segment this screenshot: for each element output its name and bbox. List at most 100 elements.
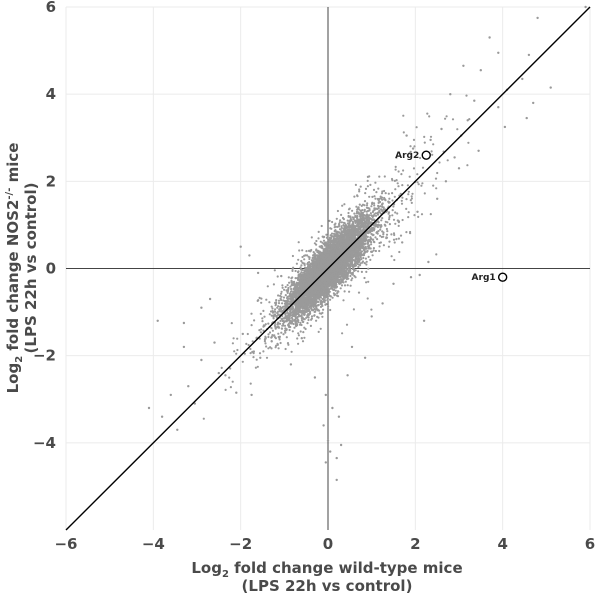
gene-point xyxy=(300,259,303,263)
gene-point xyxy=(279,341,282,345)
gene-point xyxy=(306,322,309,325)
gene-point xyxy=(388,216,391,219)
gene-point xyxy=(202,417,205,420)
gene-point xyxy=(444,117,447,120)
gene-point xyxy=(341,204,344,207)
gene-point xyxy=(281,284,284,287)
gene-point xyxy=(297,332,300,335)
gene-point xyxy=(370,243,373,246)
gene-point xyxy=(368,244,371,247)
gene-point xyxy=(337,280,340,283)
gene-point xyxy=(354,183,357,186)
gene-point xyxy=(302,331,305,334)
gene-point xyxy=(287,276,290,279)
gene-point xyxy=(319,240,322,243)
gene-point xyxy=(280,274,283,278)
gene-point xyxy=(280,290,283,293)
gene-point xyxy=(348,207,351,210)
gene-point xyxy=(360,258,363,261)
gene-point xyxy=(421,166,425,169)
gene-point xyxy=(281,324,284,327)
gene-point xyxy=(291,254,294,258)
gene-point xyxy=(420,184,423,187)
gene-point xyxy=(466,164,469,167)
gene-point xyxy=(364,214,367,217)
gene-point xyxy=(220,366,223,369)
gene-point xyxy=(265,345,268,348)
gene-point xyxy=(365,206,368,209)
gene-point xyxy=(382,235,385,238)
gene-point xyxy=(410,201,413,204)
gene-point xyxy=(407,190,410,193)
gene-point xyxy=(289,325,292,329)
gene-point xyxy=(358,203,361,206)
gene-point xyxy=(374,181,377,184)
gene-point xyxy=(278,338,281,341)
gene-point xyxy=(341,332,344,335)
gene-point xyxy=(416,181,419,184)
gene-point xyxy=(352,221,355,224)
gene-point xyxy=(298,249,301,252)
gene-point xyxy=(352,308,355,311)
gene-point xyxy=(400,199,403,202)
gene-point xyxy=(391,199,394,202)
gene-point xyxy=(337,225,340,228)
gene-point xyxy=(366,185,369,188)
gene-point xyxy=(365,260,368,263)
gene-point xyxy=(393,195,396,198)
gene-point xyxy=(372,188,376,191)
gene-point xyxy=(415,126,418,129)
gene-point xyxy=(395,238,398,241)
gene-point xyxy=(303,336,306,339)
gene-point xyxy=(260,297,263,300)
gene-point xyxy=(381,217,384,220)
gene-point xyxy=(315,319,318,322)
gene-point xyxy=(391,192,394,195)
gene-point xyxy=(270,305,273,308)
gene-point xyxy=(374,236,377,239)
gene-point xyxy=(407,216,410,219)
gene-point xyxy=(283,288,286,291)
gene-point xyxy=(363,251,366,254)
gene-point xyxy=(284,331,287,334)
gene-point xyxy=(405,198,408,201)
gene-point xyxy=(397,185,400,188)
gene-point xyxy=(356,257,359,261)
gene-point xyxy=(309,324,312,327)
gene-point xyxy=(303,318,306,321)
gene-point xyxy=(391,209,394,212)
gene-point xyxy=(365,235,368,238)
gene-point xyxy=(335,217,338,220)
gene-point xyxy=(369,247,372,250)
gene-point xyxy=(291,330,294,333)
gene-point xyxy=(387,201,390,204)
gene-point xyxy=(300,317,303,320)
gene-point xyxy=(279,319,282,322)
gene-point xyxy=(393,241,396,244)
gene-point xyxy=(279,297,282,300)
gene-point xyxy=(250,324,253,327)
gene-point xyxy=(370,241,373,244)
gene-point xyxy=(373,195,376,198)
gene-point xyxy=(387,245,390,248)
gene-point xyxy=(255,358,258,361)
gene-point xyxy=(274,308,277,311)
gene-point xyxy=(374,249,377,253)
gene-point xyxy=(295,262,298,265)
gene-point xyxy=(397,170,400,173)
gene-point xyxy=(339,287,342,290)
gene-point xyxy=(292,283,295,286)
gene-point xyxy=(380,219,383,222)
gene-point xyxy=(316,300,319,304)
gene-point xyxy=(408,175,411,178)
gene-point xyxy=(277,347,280,350)
gene-point xyxy=(367,267,370,270)
gene-point xyxy=(387,192,390,195)
gene-point xyxy=(250,312,253,315)
gene-point xyxy=(374,197,377,200)
gene-point xyxy=(307,316,310,319)
gene-point xyxy=(438,161,441,164)
gene-point xyxy=(358,188,361,191)
gene-point xyxy=(366,179,369,182)
